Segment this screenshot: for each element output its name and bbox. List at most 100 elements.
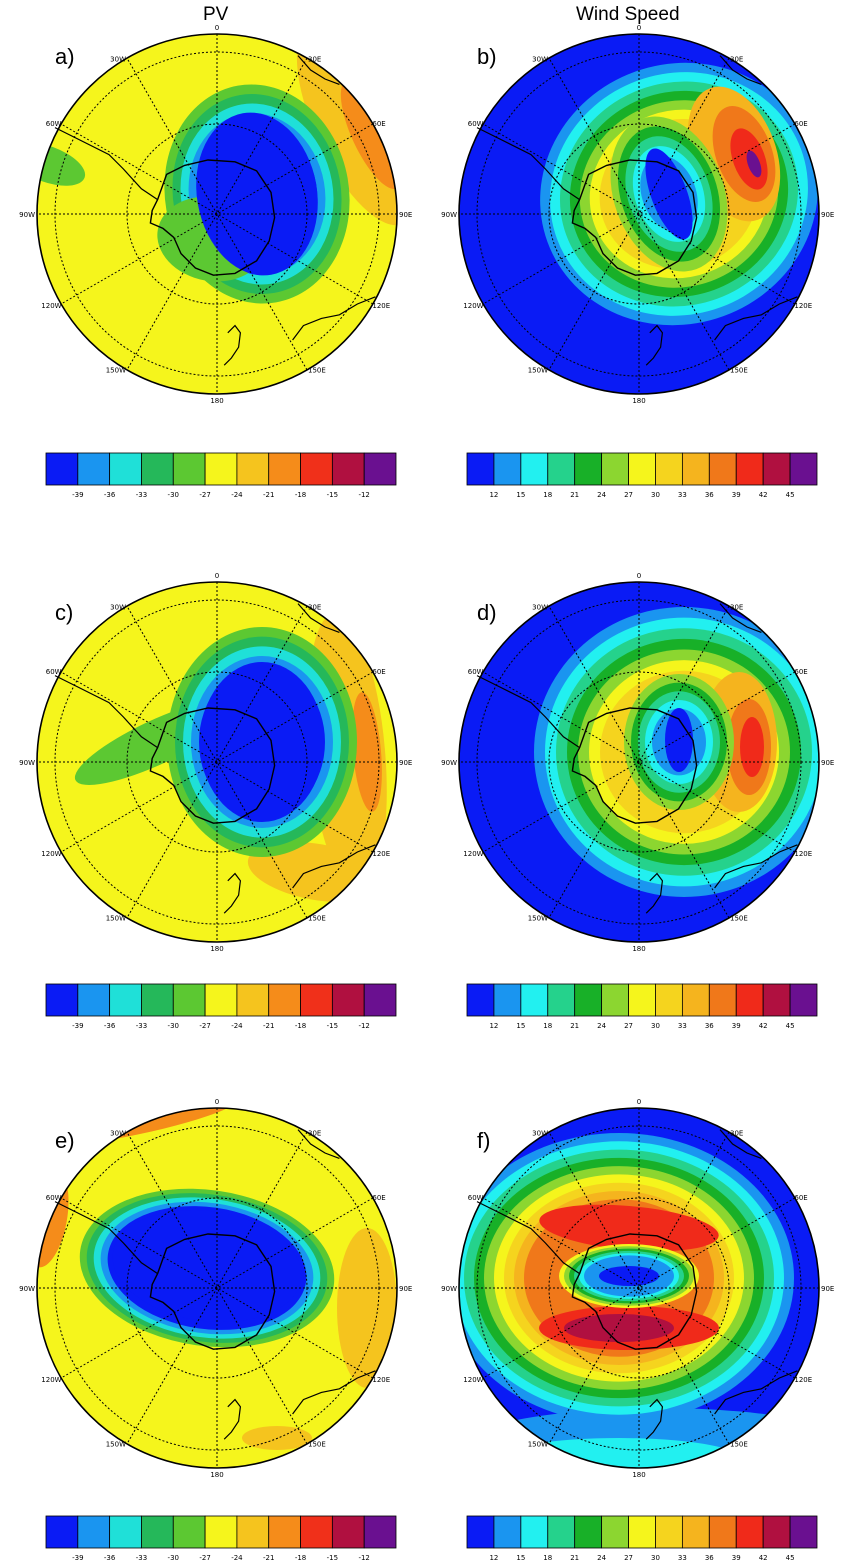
pv-colorbar-swatch xyxy=(363,983,397,1017)
panel-f-longitude-label: 180 xyxy=(632,1471,645,1479)
wind-colorbar-swatch xyxy=(681,1515,710,1549)
panel-d-longitude-label: 30E xyxy=(730,604,743,612)
pv-colorbar-tick-label: -30 xyxy=(168,491,179,499)
wind-colorbar-tick-label: 18 xyxy=(543,1554,552,1562)
panel-e-map: 0 30E 60E 90E 120E 150E 180 150W 120W 90W 60W 30W xyxy=(19,1098,412,1479)
panel-e-longitude-label: 90E xyxy=(399,1285,412,1293)
wind-colorbar-swatch xyxy=(655,983,683,1017)
panel-d-south-america-coastline xyxy=(476,675,580,749)
wind-colorbar-tick-label: 42 xyxy=(759,1554,768,1562)
panel-f-latitude-circle xyxy=(476,1125,802,1451)
pv-colorbar-swatch xyxy=(300,452,333,486)
panel-a-label: a) xyxy=(55,44,75,69)
wind-colorbar-tick-label: 36 xyxy=(705,1554,714,1562)
wind-colorbar-tick-label: 39 xyxy=(732,1554,741,1562)
panel-f-longitude-label: 30W xyxy=(532,1130,548,1138)
pv-colorbar-tick-label: -24 xyxy=(231,491,243,499)
pv-colorbar-swatch xyxy=(172,983,206,1017)
panel-f-wind-contour xyxy=(499,1438,739,1468)
wind-colorbar-swatch xyxy=(708,452,737,486)
pv-colorbar-swatch xyxy=(331,452,365,486)
wind-colorbar-tick-label: 15 xyxy=(516,1022,525,1030)
panel-c-map: 0 30E 60E 90E 120E 150E 180 150W 120W 90W 60W 30W xyxy=(19,572,412,953)
panel-d-latitude-circle xyxy=(476,599,802,925)
wind-colorbar-swatch xyxy=(735,452,764,486)
panel-a-pv-contour xyxy=(196,112,318,276)
pv-colorbar-tick-label: -12 xyxy=(358,491,369,499)
wind-colorbar-swatch xyxy=(547,452,576,486)
panel-b-longitude-label: 0 xyxy=(637,24,641,32)
pv-colorbar-tick-label: -39 xyxy=(72,491,83,499)
pv-colorbar-tick-label: -12 xyxy=(358,1022,369,1030)
wind-colorbar-swatch xyxy=(762,1515,791,1549)
panel-f-longitude-label: 60E xyxy=(794,1194,807,1202)
panel-e-australia-coastline xyxy=(292,1370,376,1415)
wind-colorbar-tick-label: 33 xyxy=(678,491,687,499)
panel-d-map: 0 30E 60E 90E 120E 150E 180 150W 120W 90W 60W 30W xyxy=(441,572,834,953)
panel-b-longitude-label: 60W xyxy=(468,120,484,128)
panel-c-latitude-circle xyxy=(126,671,308,853)
panel-d-label: d) xyxy=(477,600,497,625)
wind-colorbar-swatch xyxy=(708,1515,737,1549)
wind-colorbar-swatch xyxy=(574,452,603,486)
wind-colorbar-swatch xyxy=(735,1515,764,1549)
panel-a-pv-contour xyxy=(37,142,86,186)
panel-b-wind-contour xyxy=(645,148,693,240)
wind-colorbar-tick-label: 27 xyxy=(624,491,633,499)
panel-f-wind-contour xyxy=(564,1314,674,1342)
panel-f-australia-coastline xyxy=(714,1370,798,1415)
pv-colorbar-swatch xyxy=(141,1515,174,1549)
panel-c-label: c) xyxy=(55,600,74,625)
panel-f-longitude-label: 0 xyxy=(637,1098,641,1106)
panel-d-new-zealand-coastline xyxy=(645,872,664,914)
pv-colorbar-tick-label: -33 xyxy=(136,1022,147,1030)
pv-colorbar-swatch xyxy=(109,1515,142,1549)
wind-colorbar-tick-label: 45 xyxy=(786,1022,795,1030)
wind-colorbar-tick-label: 21 xyxy=(570,491,579,499)
panel-c-longitude-label: 30E xyxy=(308,604,321,612)
panel-d-longitude-label: 60W xyxy=(468,668,484,676)
pv-colorbar-tick-label: -21 xyxy=(263,1554,274,1562)
wind-colorbar-tick-label: 18 xyxy=(543,1022,552,1030)
wind-colorbar-tick-label: 24 xyxy=(597,1554,606,1562)
pv-colorbar-tick-label: -36 xyxy=(104,1022,116,1030)
panel-f-label: f) xyxy=(477,1128,491,1153)
wind-colorbar-tick-label: 33 xyxy=(678,1022,687,1030)
pv-colorbar-1: -39 -36 -33 -30 -27 -24 -21 -18 -15 -12 xyxy=(45,452,397,499)
wind-colorbar-3: 12 15 18 21 24 27 30 33 36 39 42 45 xyxy=(466,1515,818,1562)
panel-a-map: 0 30E 60E 90E 120E 150E 180 150W 120W 90W 60W 30W xyxy=(19,24,412,405)
panel-a-longitude-label: 60E xyxy=(372,120,385,128)
pv-colorbar-swatch xyxy=(77,452,111,486)
panel-e-label: e) xyxy=(55,1128,75,1153)
pv-colorbar-tick-label: -21 xyxy=(263,1022,274,1030)
wind-colorbar-swatch xyxy=(681,983,710,1017)
pv-colorbar-swatch xyxy=(268,1515,301,1549)
panel-d-longitude-label: 90W xyxy=(441,759,457,767)
pv-colorbar-tick-label: -24 xyxy=(231,1022,243,1030)
panel-a-africa-coastline xyxy=(297,55,340,85)
panel-d-longitude-label: 150E xyxy=(730,914,748,922)
panel-e-longitude-label: 60E xyxy=(372,1194,385,1202)
pv-colorbar-swatch xyxy=(204,1515,238,1549)
panel-b-longitude-label: 90E xyxy=(821,211,834,219)
pv-colorbar-tick-label: -39 xyxy=(72,1554,83,1562)
panel-f-new-zealand-coastline xyxy=(645,1398,664,1440)
panel-f-latitude-circle xyxy=(548,1197,730,1379)
panel-c-longitude-label: 120E xyxy=(372,850,390,858)
panel-a-longitude-label: 30W xyxy=(110,56,126,64)
pv-colorbar-swatch xyxy=(109,983,142,1017)
wind-colorbar-swatch xyxy=(655,1515,683,1549)
panel-e-antarctica-coastline xyxy=(149,1233,276,1350)
wind-colorbar-swatch xyxy=(574,1515,603,1549)
panel-a-australia-coastline xyxy=(292,296,376,341)
panel-b-longitude-label: 90W xyxy=(441,211,457,219)
panel-c-longitude-label: 90W xyxy=(19,759,35,767)
panel-b-longitude-label: 120E xyxy=(794,302,812,310)
panel-d-latitude-circle xyxy=(548,671,730,853)
panel-b-australia-coastline xyxy=(714,296,798,341)
panel-c-map-border xyxy=(36,581,398,943)
panel-e-latitude-circle xyxy=(54,1125,380,1451)
wind-colorbar-tick-label: 45 xyxy=(786,1554,795,1562)
wind-colorbar-swatch xyxy=(601,1515,629,1549)
panel-a-latitude-circle xyxy=(54,51,380,377)
